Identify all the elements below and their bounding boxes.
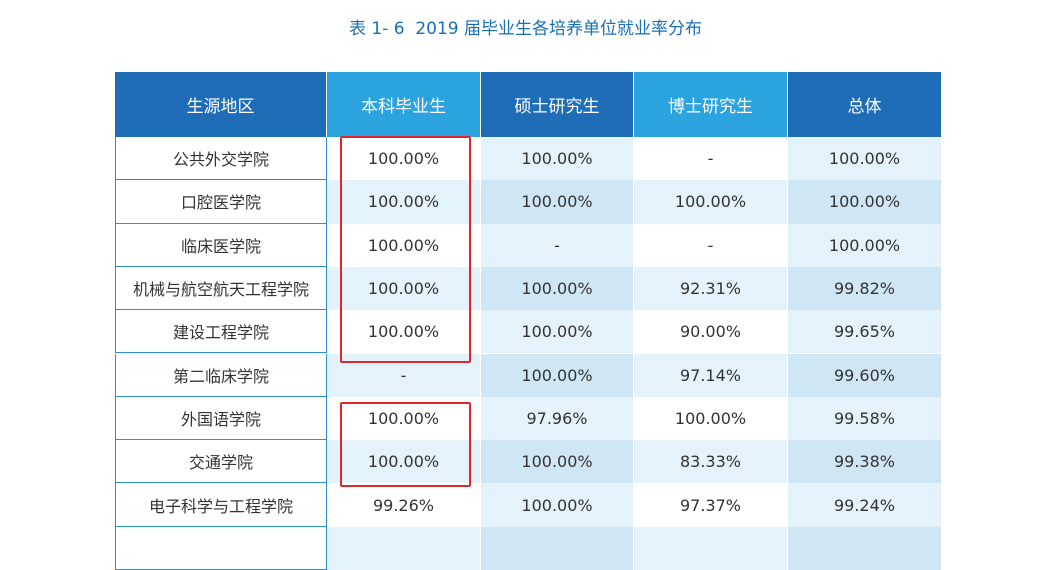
data-cell: 100.00%	[481, 353, 634, 397]
header-cell: 本科毕业生	[327, 72, 481, 137]
header-cell: 总体	[788, 72, 942, 137]
highlight-box	[340, 402, 471, 487]
data-cell: 100.00%	[481, 440, 634, 484]
highlight-box	[340, 136, 471, 363]
data-cell: 100.00%	[481, 266, 634, 311]
row-header-cell: 电子科学与工程学院	[115, 483, 327, 527]
row-header-cell: 建设工程学院	[115, 310, 327, 354]
data-cell	[788, 526, 942, 570]
data-cell: 100.00%	[481, 483, 634, 527]
data-cell: 100.00%	[481, 137, 634, 181]
header-cell: 硕士研究生	[481, 72, 634, 137]
row-header-cell	[115, 526, 327, 570]
data-cell: 99.82%	[788, 266, 942, 311]
data-cell: 92.31%	[634, 266, 788, 311]
data-cell	[327, 526, 481, 570]
data-cell: 100.00%	[327, 396, 481, 441]
row-header-cell: 外国语学院	[115, 396, 327, 441]
row-header-cell: 口腔医学院	[115, 180, 327, 224]
data-cell: 99.26%	[327, 483, 481, 527]
row-header-cell: 交通学院	[115, 440, 327, 484]
data-cell: 100.00%	[327, 180, 481, 224]
data-cell	[634, 526, 788, 570]
data-cell: 100.00%	[327, 310, 481, 354]
data-cell: 99.60%	[788, 353, 942, 397]
data-cell: 99.24%	[788, 483, 942, 527]
row-header-cell: 机械与航空航天工程学院	[115, 266, 327, 311]
data-cell: 99.58%	[788, 396, 942, 441]
data-cell: 100.00%	[481, 310, 634, 354]
data-cell: 100.00%	[327, 223, 481, 267]
data-cell: 100.00%	[788, 180, 942, 224]
data-cell: 100.00%	[481, 180, 634, 224]
row-header-cell: 临床医学院	[115, 223, 327, 267]
data-cell: 100.00%	[788, 223, 942, 267]
table-title: 表 1- 6 2019 届毕业生各培养单位就业率分布	[348, 19, 703, 39]
data-cell: 100.00%	[327, 137, 481, 181]
page: {"title": "表 1- 6 2019 届毕业生各培养单位就业率分布", …	[115, 19, 942, 570]
data-cell: 90.00%	[634, 310, 788, 354]
data-cell: 97.96%	[481, 396, 634, 441]
row-header-cell: 第二临床学院	[115, 353, 327, 397]
data-cell: 100.00%	[327, 266, 481, 311]
row-header-cell: 公共外交学院	[115, 137, 327, 181]
data-cell: -	[634, 137, 788, 181]
data-cell: 97.37%	[634, 483, 788, 527]
header-cell: 博士研究生	[634, 72, 788, 137]
header-cell: 生源地区	[115, 72, 327, 137]
data-cell: 100.00%	[788, 137, 942, 181]
data-cell: 100.00%	[634, 180, 788, 224]
data-cell: 83.33%	[634, 440, 788, 484]
data-cell: 97.14%	[634, 353, 788, 397]
data-cell: 99.38%	[788, 440, 942, 484]
data-cell	[481, 526, 634, 570]
data-cell: -	[327, 353, 481, 397]
data-cell: 100.00%	[634, 396, 788, 441]
data-cell: 100.00%	[327, 440, 481, 484]
data-cell: -	[634, 223, 788, 267]
data-cell: -	[481, 223, 634, 267]
data-cell: 99.65%	[788, 310, 942, 354]
